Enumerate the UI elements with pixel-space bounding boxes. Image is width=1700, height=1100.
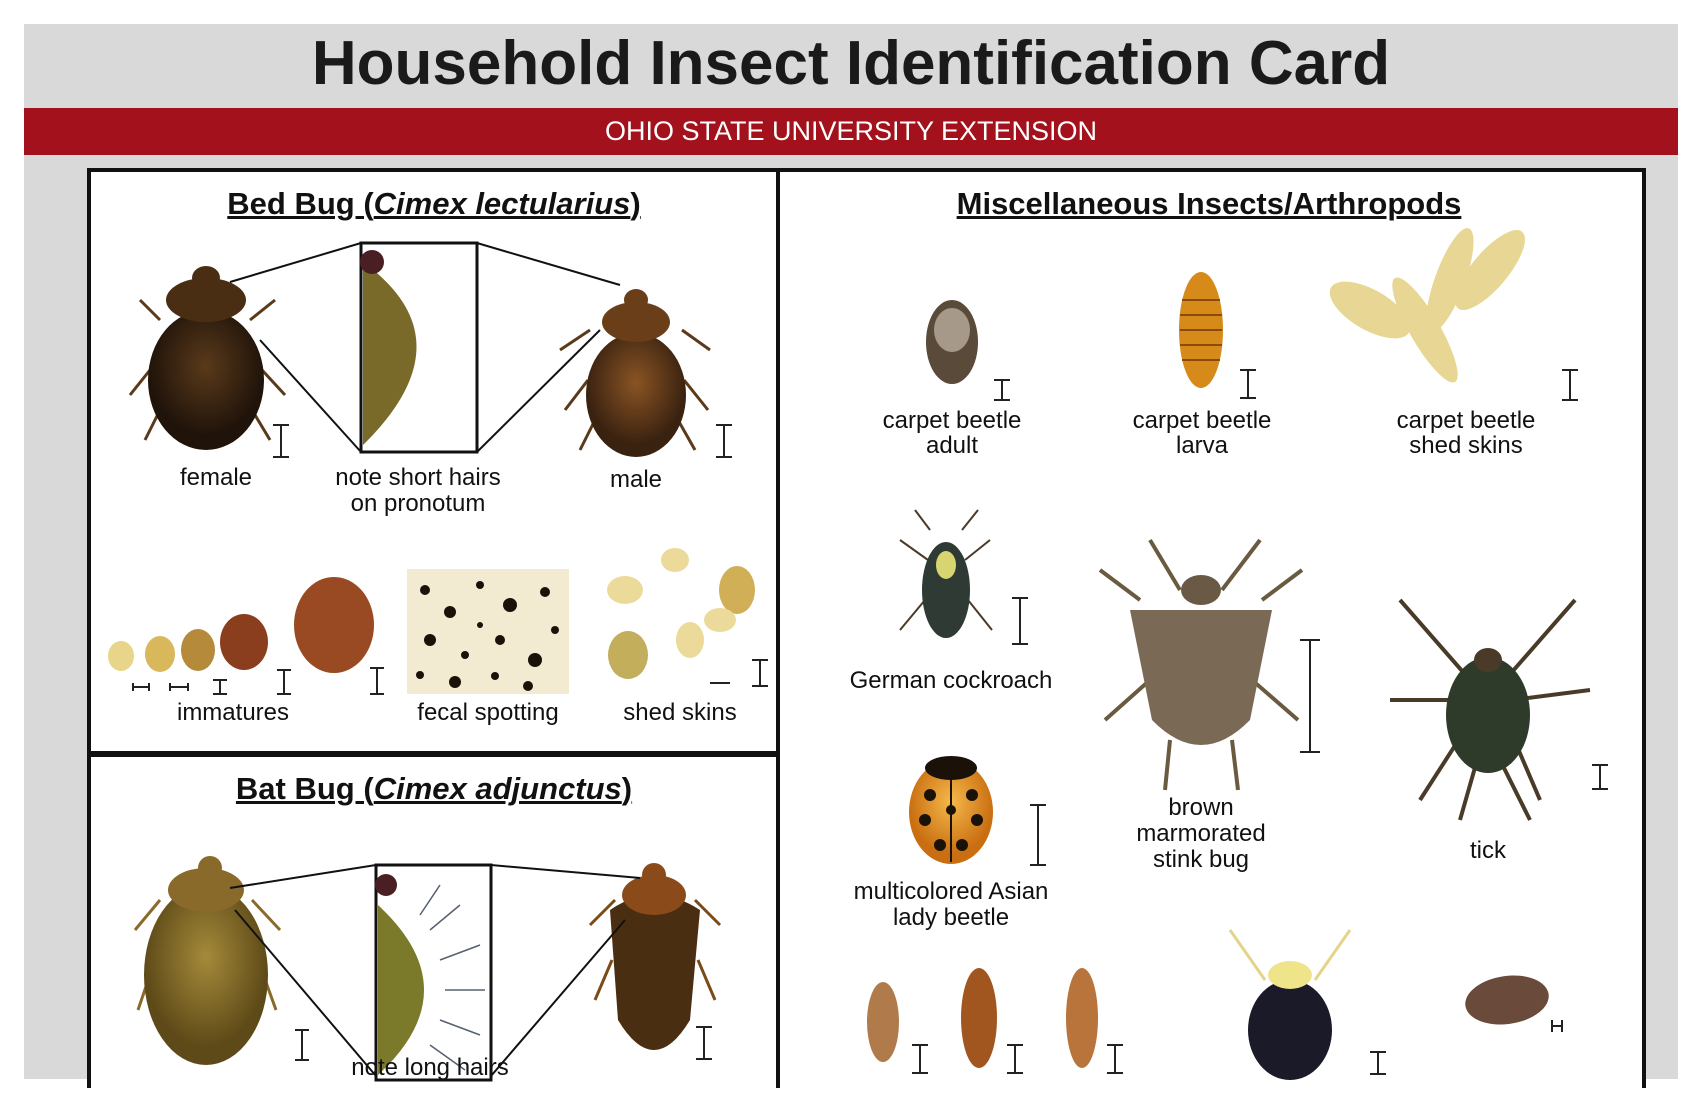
- bat-bug-male: [588, 863, 722, 1050]
- label-stink-bug-2: marmorated: [1136, 820, 1266, 847]
- shed-skins-image: [607, 548, 755, 679]
- label-carpet-beetle-larva-2: larva: [1175, 432, 1229, 459]
- label-carpet-beetle-shed-1: carpet beetle: [1396, 407, 1536, 434]
- heading-latin-name: Cimex adjunctus: [373, 771, 622, 806]
- bat-bug-heading: Bat Bug (Cimex adjunctus): [236, 771, 632, 807]
- label-german-cockroach: German cockroach: [849, 667, 1053, 694]
- round-beetle: [1228, 929, 1352, 1080]
- pronotum-inset: [229, 241, 621, 454]
- heading-paren: ): [630, 186, 641, 221]
- label-female: female: [179, 464, 253, 491]
- label-carpet-beetle-adult-1: carpet beetle: [882, 407, 1022, 434]
- label-tick: tick: [1470, 837, 1506, 864]
- bed-bug-female: [128, 266, 287, 450]
- carpet-beetle-larva: [1179, 272, 1223, 388]
- heading-common-name: Bed Bug (: [227, 186, 374, 221]
- label-carpet-beetle-shed-2: shed skins: [1409, 432, 1523, 459]
- german-cockroach: [899, 509, 993, 638]
- bat-bug-female: [133, 856, 282, 1065]
- label-pronotum-1: note short hairs: [335, 464, 501, 491]
- label-shed-skins: shed skins: [623, 699, 737, 726]
- label-immatures: immatures: [176, 699, 290, 726]
- label-fecal-spotting: fecal spotting: [417, 699, 559, 726]
- heading-paren: ): [621, 771, 633, 806]
- label-long-hairs: note long hairs: [351, 1054, 509, 1081]
- scale-bars: [132, 369, 1608, 1075]
- multicolored-asian-lady-beetle: [909, 756, 993, 864]
- label-carpet-beetle-larva-1: carpet beetle: [1132, 407, 1272, 434]
- bed-bug-male: [559, 289, 711, 457]
- tick: [1390, 598, 1591, 821]
- section-divider: [87, 751, 778, 757]
- label-stink-bug-1: brown: [1168, 794, 1234, 821]
- heading-common-name: Bat Bug (: [235, 771, 374, 806]
- immatures-image: [108, 577, 374, 673]
- label-stink-bug-3: stink bug: [1152, 846, 1250, 873]
- page-title: Household Insect Identification Card: [311, 29, 1391, 98]
- column-divider: [776, 168, 780, 1088]
- fecal-spotting-image: [407, 569, 569, 694]
- stored-product-beetles: [867, 968, 1098, 1068]
- bed-bug-heading: Bed Bug (Cimex lectularius): [227, 186, 640, 222]
- label-pronotum-2: on pronotum: [350, 490, 486, 517]
- label-carpet-beetle-adult-2: adult: [925, 432, 979, 459]
- brown-marmorated-stink-bug: [1098, 538, 1304, 791]
- label-lady-beetle-2: lady beetle: [892, 904, 1010, 931]
- heading-latin-name: Cimex lectularius: [373, 186, 631, 221]
- flea: [1465, 975, 1549, 1025]
- carpet-beetle-shed-skins: [1329, 228, 1525, 383]
- carpet-beetle-adult: [926, 300, 978, 384]
- label-male: male: [609, 466, 663, 493]
- label-lady-beetle-1: multicolored Asian: [853, 878, 1049, 905]
- long-hairs-inset: [229, 863, 641, 1082]
- extension-banner: OHIO STATE UNIVERSITY EXTENSION: [24, 108, 1678, 155]
- misc-heading: Miscellaneous Insects/Arthropods: [956, 186, 1462, 221]
